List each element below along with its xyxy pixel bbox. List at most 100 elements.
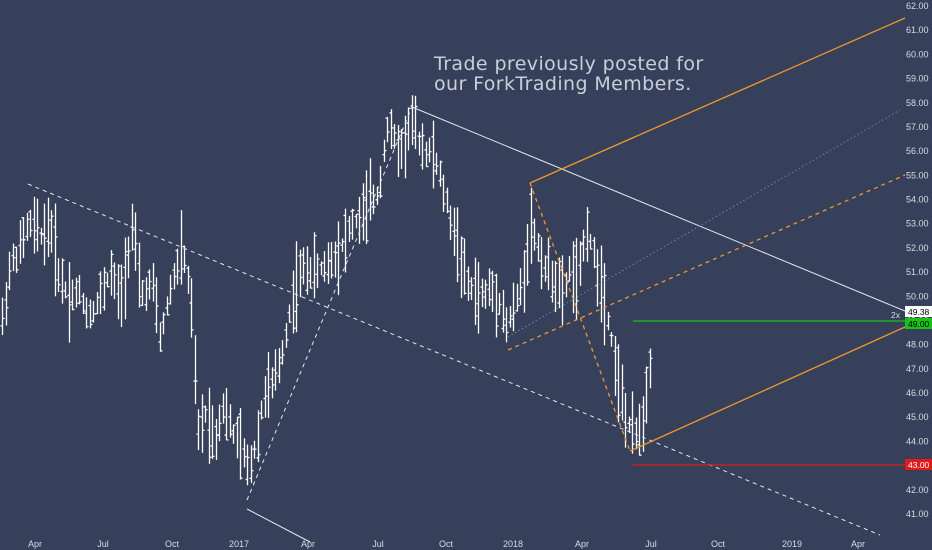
ohlc-bar [368,158,373,221]
ohlc-bar [315,253,320,289]
y-tick-label: 56.00 [906,146,929,156]
ohlc-bar [189,278,194,338]
ohlc-bar [553,261,558,313]
x-tick-label: Apr [575,539,589,549]
ohlc-bar [91,300,96,323]
rally-dashed-line [246,106,413,501]
ohlc-bar [172,263,177,290]
ohlc-bar [259,400,264,420]
x-tick-label: Jul [97,539,109,549]
ohlc-bar [217,404,222,442]
ohlc-bar [417,131,422,156]
upper-trendline [411,106,906,312]
ohlc-bar [70,279,75,311]
ohlc-bar [613,335,618,397]
ohlc-bar [175,248,180,285]
ohlc-bar [581,229,586,262]
ohlc-bar [532,218,537,251]
ohlc-bar [35,198,40,252]
ohlc-bar [161,312,166,335]
stop-price-badge: 43.00 [905,459,932,470]
ohlc-bar [245,444,250,486]
ohlc-bar [448,205,453,241]
ohlc-bar [529,187,534,264]
ohlc-bar [60,258,65,304]
ohlc-bar [322,251,327,282]
ohlc-bar [193,335,198,405]
ohlc-bar [4,281,9,326]
ohlc-bar [140,280,145,307]
ohlc-bar [571,241,576,314]
ohlc-bar [119,264,124,328]
scale-marker: 2x [891,310,901,320]
ohlc-bar [560,255,565,326]
x-tick-label: Apr [28,539,42,549]
ohlc-bar [49,210,54,253]
ohlc-bar [641,396,646,452]
ohlc-bar [634,417,639,450]
x-tick-label: 2019 [782,539,802,549]
ohlc-bar [476,262,481,334]
ohlc-bar [256,410,261,463]
ohlc-bar [109,250,114,296]
ohlc-bar [312,232,317,299]
ohlc-bar [452,207,457,256]
low-segment-line [246,508,311,543]
ohlc-bar [480,278,485,308]
ohlc-bars [0,95,653,486]
ohlc-bar [588,233,593,250]
ohlc-bar [11,243,16,272]
x-tick-label: Oct [439,539,454,549]
ohlc-bar [18,220,23,264]
ohlc-bar [396,125,401,178]
y-tick-label: 59.00 [906,74,929,84]
y-tick-label: 52.00 [906,243,929,253]
y-tick-label: 55.00 [906,170,929,180]
ohlc-bar [599,245,604,323]
drawings [27,17,906,543]
ohlc-bar [343,208,348,273]
ohlc-bar [270,367,275,399]
ohlc-bar [592,237,597,269]
ohlc-bar [578,241,583,286]
x-tick-label: Oct [165,539,180,549]
ohlc-bar [39,227,44,245]
ohlc-bar [74,277,79,308]
y-tick-label: 54.00 [906,195,929,205]
ohlc-bar [567,255,572,282]
ohlc-bar [361,183,366,241]
ohlc-bar [620,364,625,421]
ohlc-bar [389,109,394,150]
ohlc-bar [350,208,355,240]
time-axis[interactable]: Apr Jul Oct 2017 Apr Jul Oct 2018 Apr Jul Oct 2019 A… [28,539,865,549]
ohlc-bar [385,116,390,143]
target-price-badge: 49.00 [905,318,932,329]
ohlc-bar [420,123,425,170]
ohlc-bar [462,238,467,295]
ohlc-bar [196,409,201,451]
ohlc-bar [627,416,632,433]
ohlc-bar [434,152,439,175]
svg-text:49.38: 49.38 [908,307,930,317]
ohlc-bar [371,184,376,215]
ohlc-bar [413,95,418,150]
ohlc-bar [441,174,446,212]
ohlc-bar [644,366,649,424]
x-tick-label: Jul [372,539,384,549]
ohlc-bar [81,293,86,314]
ohlc-bar [112,262,117,300]
ohlc-bar [490,270,495,312]
ohlc-bar [228,404,233,438]
y-tick-label: 51.00 [906,267,929,277]
ohlc-bar [25,212,30,241]
ohlc-bar [301,247,306,285]
ohlc-bar [200,394,205,453]
ohlc-bar [294,241,299,333]
ohlc-bar [7,251,12,291]
ohlc-bar [364,170,369,245]
ohlc-bar [483,279,488,309]
y-tick-label: 47.00 [906,364,929,374]
ohlc-bar [305,246,310,295]
